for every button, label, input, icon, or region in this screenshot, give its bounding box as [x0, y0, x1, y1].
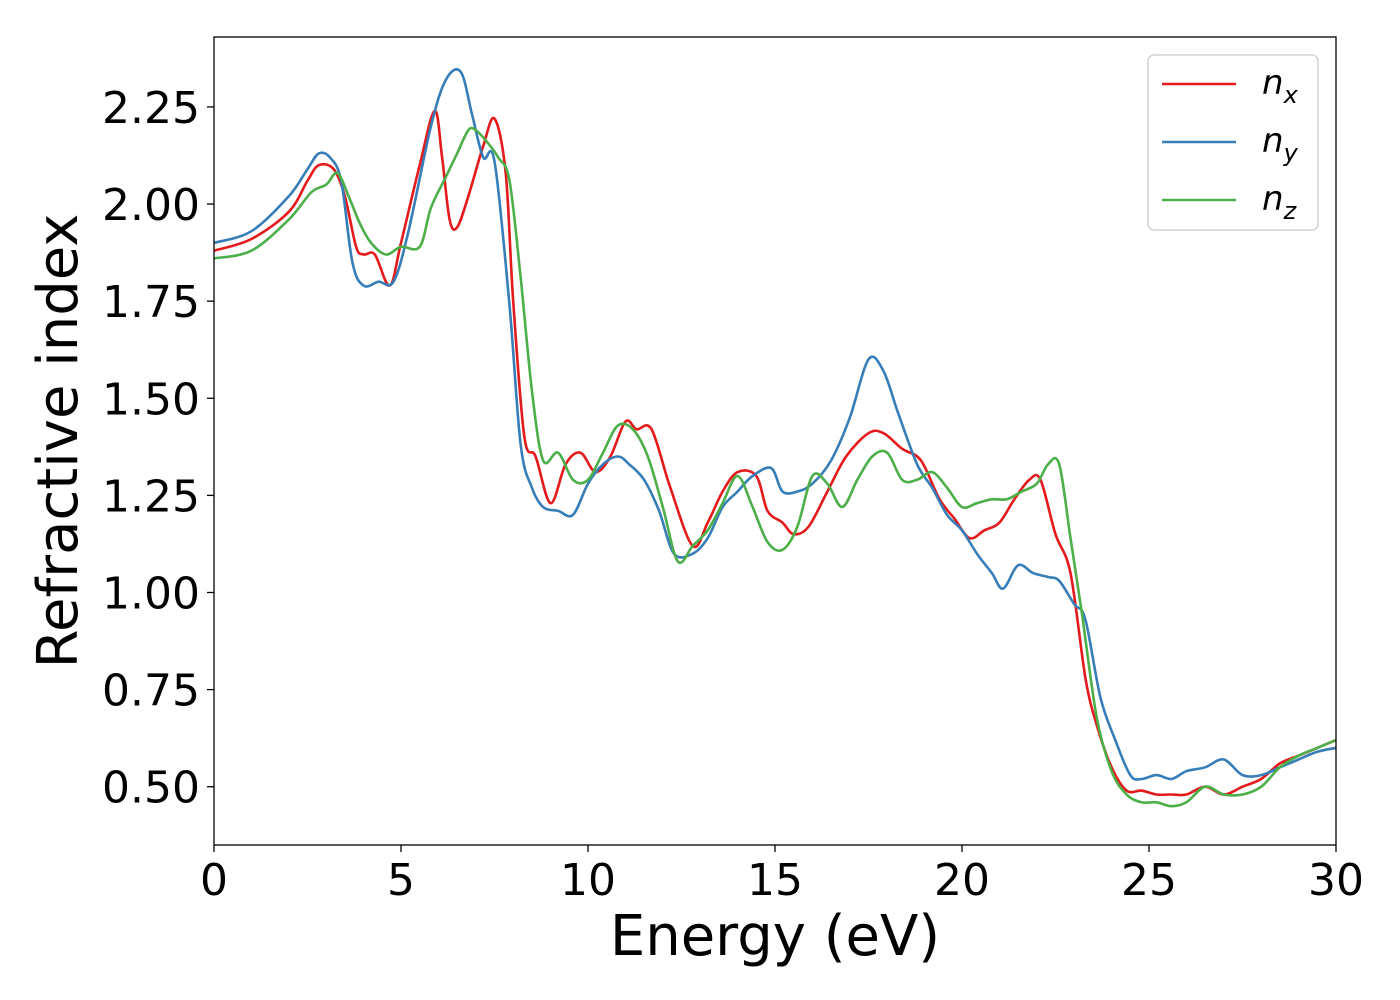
y-tick-label: 2.25	[102, 83, 200, 134]
x-tick-label: 15	[747, 855, 803, 906]
legend-label-y: ny	[1262, 121, 1299, 167]
x-tick-label: 5	[387, 855, 415, 906]
y-tick-label: 1.50	[102, 374, 200, 425]
y-tick-label: 1.75	[102, 277, 200, 328]
y-tick-label: 1.25	[102, 471, 200, 522]
x-tick-label: 0	[200, 855, 228, 906]
series-line-z	[213, 126, 1337, 808]
legend-label-x: nx	[1262, 63, 1299, 109]
y-axis-label: Refractive index	[26, 214, 91, 669]
x-tick-label: 20	[934, 855, 990, 906]
x-tick-label: 30	[1308, 855, 1364, 906]
legend: nx ny nz	[1147, 54, 1319, 231]
x-tick-label: 25	[1121, 855, 1177, 906]
x-tick-label: 10	[560, 855, 616, 906]
y-tick-label: 2.00	[102, 180, 200, 231]
x-axis-label: Energy (eV)	[610, 904, 940, 969]
series-lines	[213, 68, 1337, 808]
y-tick-label: 1.00	[102, 569, 200, 620]
y-tick-label: 0.50	[102, 763, 200, 814]
x-axis-ticks: 0 5 10 15 20 25 30	[200, 845, 1364, 906]
series-line-y	[213, 68, 1337, 781]
series-line-x	[213, 109, 1337, 797]
y-axis-ticks: 0.50 0.75 1.00 1.25 1.50 1.75 2.00 2.25	[102, 83, 214, 814]
legend-label-z: nz	[1262, 179, 1298, 225]
y-tick-label: 0.75	[102, 666, 200, 717]
